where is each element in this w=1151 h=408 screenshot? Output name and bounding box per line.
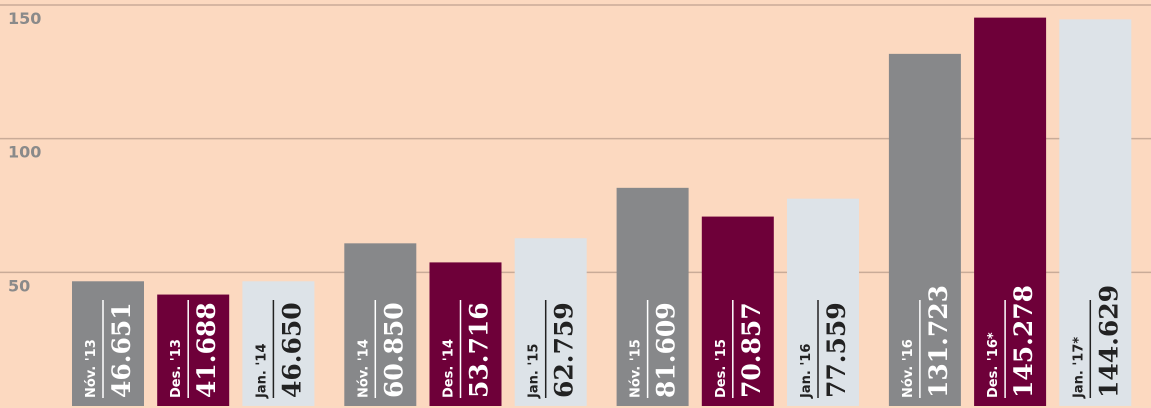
category-label: Des. '15 (714, 339, 729, 398)
bar (242, 281, 315, 406)
category-label: Nóv. '14 (356, 339, 371, 398)
y-tick-label: 100 (8, 143, 41, 162)
category-label: Des. '16* (986, 332, 1001, 398)
bar (157, 294, 230, 406)
y-tick-label: 150 (8, 9, 41, 28)
value-label: 145.278 (1009, 285, 1038, 398)
bar (429, 262, 502, 406)
value-label: 46.650 (277, 302, 306, 398)
category-label: Nóv. '15 (629, 339, 644, 398)
bar (974, 17, 1047, 407)
category-label: Jan. '15 (527, 344, 542, 399)
bar (616, 187, 689, 406)
value-label: 131.723 (924, 285, 953, 398)
bar (344, 243, 417, 406)
bar (1059, 19, 1132, 407)
category-label: Des. '13 (169, 339, 184, 398)
bar (701, 216, 774, 406)
value-label: 144.629 (1094, 285, 1123, 398)
category-label: Nóv. '13 (84, 339, 99, 398)
value-label: 70.857 (737, 302, 766, 398)
bar (514, 238, 587, 406)
bar (72, 281, 144, 406)
value-label: 41.688 (192, 302, 221, 398)
y-tick-label: 50 (8, 276, 30, 295)
category-label: Jan. '16 (799, 344, 814, 399)
category-label: Nóv. '16 (901, 339, 916, 398)
value-label: 60.850 (379, 302, 408, 398)
bar (888, 53, 961, 407)
category-label: Jan. '14 (254, 344, 269, 399)
bar (787, 198, 859, 406)
category-label: Des. '14 (442, 339, 457, 398)
value-label: 81.609 (652, 302, 681, 398)
value-label: 53.716 (465, 302, 494, 398)
value-label: 46.651 (107, 302, 136, 398)
value-label: 62.759 (550, 302, 579, 398)
value-label: 77.559 (822, 302, 851, 398)
category-label: Jan. '17* (1071, 337, 1086, 399)
